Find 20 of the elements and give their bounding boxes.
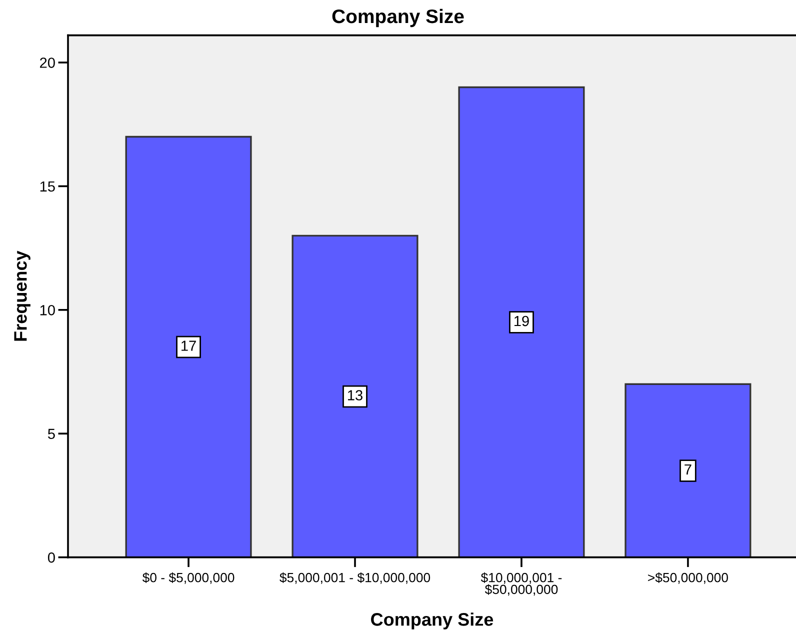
y-tick-label: 5 <box>48 428 55 440</box>
y-tick-label: 0 <box>48 552 55 563</box>
bar <box>458 86 585 558</box>
bar <box>125 136 252 558</box>
x-tick-label: $0 - $5,000,000 <box>142 572 234 584</box>
y-tick-label: 10 <box>40 305 55 316</box>
data-label: 19 <box>514 316 529 326</box>
bar <box>292 234 418 558</box>
x-axis-title: Company Size <box>371 612 494 630</box>
chart-title: Company Size <box>332 8 464 28</box>
data-label: 7 <box>684 464 692 474</box>
x-tick-label: >$50,000,000 <box>648 572 728 584</box>
x-tick-label: $10,000,001 - $50,000,000 <box>480 572 562 596</box>
y-tick-label: 20 <box>40 58 55 68</box>
x-tick-label: $5,000,001 - $10,000,000 <box>280 572 430 584</box>
y-tick-label: 15 <box>40 181 55 192</box>
data-label: 13 <box>348 390 362 400</box>
bar <box>624 383 752 558</box>
data-label: 17 <box>182 340 196 351</box>
y-axis-title: Frequency <box>14 250 30 341</box>
